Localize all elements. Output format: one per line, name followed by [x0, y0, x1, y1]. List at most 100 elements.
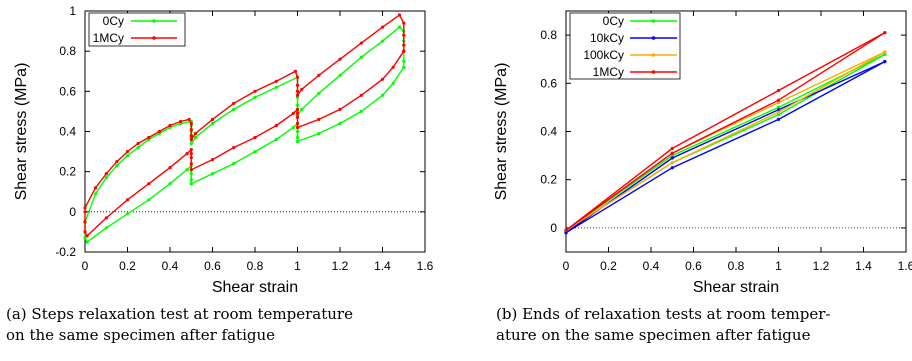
data-point [670, 166, 674, 170]
data-point [883, 60, 887, 64]
data-point [193, 135, 198, 140]
series-line-0Cy-loading [84, 26, 405, 223]
x-tick-label: 1.6 [898, 259, 912, 273]
data-point [402, 49, 406, 53]
x-tick-label: 0.8 [728, 259, 745, 273]
legend: 0Cy 10kCy 100kCy 1MCy [569, 12, 681, 80]
data-point [359, 109, 363, 113]
data-point [402, 33, 406, 37]
data-point [253, 150, 257, 154]
data-point [185, 152, 189, 156]
legend: 0Cy 1MCy [88, 12, 186, 47]
x-tick-label: 0.2 [119, 259, 136, 273]
data-point [295, 139, 300, 144]
x-tick-label: 1 [775, 259, 782, 273]
legend-label-1MCy: 1MCy [593, 65, 624, 79]
data-point [253, 89, 257, 93]
caption-a-line1: (a) Steps relaxation test at room temper… [6, 305, 353, 323]
data-point [776, 105, 781, 109]
data-point [338, 121, 342, 126]
y-axis-label: Shear stress (MPa) [13, 63, 30, 201]
data-point [125, 212, 130, 216]
x-tick-label: 1.6 [417, 259, 434, 273]
data-point [564, 231, 568, 235]
data-point [397, 13, 402, 17]
y-tick-label: 0.2 [59, 165, 76, 179]
data-point [293, 69, 297, 73]
data-point [187, 117, 191, 121]
data-point [776, 117, 781, 121]
y-axis-label: Shear stress (MPa) [493, 63, 510, 201]
data-point [185, 168, 189, 172]
x-axis-label: Shear strain [212, 279, 298, 296]
data-point [210, 117, 215, 121]
y-tick-label: 0.4 [59, 125, 76, 139]
data-point [189, 182, 193, 186]
series-1MCy [83, 13, 406, 238]
data-point [83, 236, 87, 240]
data-point [85, 240, 89, 244]
data-point [776, 113, 781, 117]
x-tick-label: 0.4 [643, 259, 660, 273]
legend-label-0Cy: 0Cy [103, 14, 124, 28]
data-point [168, 123, 172, 128]
data-point [189, 162, 193, 166]
data-point [317, 131, 321, 136]
series-line-10kCy-upper [565, 60, 886, 234]
data-point [179, 119, 183, 124]
caption-b-line2: ature on the same specimen after fatigue [496, 326, 811, 344]
data-point [380, 77, 385, 81]
data-point [104, 172, 108, 176]
data-point [295, 129, 300, 134]
data-point [253, 95, 257, 99]
y-tick-label: 0.4 [540, 125, 557, 139]
chart-panel-b: 0 0.2 0.4 0.6 0.8 1 1.2 1.4 1.6 0 0.2 0.4 0.6 0.8 Shea… [493, 10, 912, 296]
data-point [189, 156, 193, 160]
data-point [125, 150, 130, 154]
data-point [295, 83, 300, 87]
legend-marker-0Cy [152, 19, 156, 23]
y-tick-label: 0.6 [59, 84, 76, 98]
data-point [295, 135, 300, 140]
data-point [317, 117, 321, 121]
data-point [115, 160, 119, 164]
data-point [295, 107, 300, 111]
series-line-1MCy-upper [565, 32, 886, 231]
y-tick-label: 0.2 [540, 173, 557, 187]
y-tick-label: 0.8 [540, 28, 557, 42]
x-tick-label: 0.6 [204, 259, 221, 273]
data-point [670, 154, 674, 158]
data-point [189, 172, 193, 176]
data-point [402, 59, 406, 63]
data-point [776, 88, 781, 93]
data-point [253, 135, 257, 140]
data-point [359, 93, 363, 97]
data-point [338, 107, 342, 111]
data-point [670, 161, 674, 165]
data-point [776, 108, 781, 112]
data-point [317, 73, 321, 77]
data-point [168, 182, 172, 186]
caption-a-line2: on the same specimen after fatigue [6, 326, 276, 344]
x-tick-label: 1.4 [374, 259, 391, 273]
data-point [168, 166, 172, 170]
data-point [295, 121, 300, 126]
data-point [94, 186, 98, 190]
data-point [883, 31, 887, 35]
data-point [359, 41, 363, 45]
data-point [210, 158, 215, 162]
data-point [391, 65, 395, 69]
data-point [189, 137, 193, 142]
legend-label-10kCy: 10kCy [590, 31, 624, 45]
legend-box [88, 12, 186, 47]
data-point [359, 55, 363, 59]
data-point [189, 133, 193, 138]
data-point [291, 111, 295, 115]
data-point [274, 137, 278, 142]
data-point [391, 81, 395, 85]
data-point [83, 220, 87, 224]
data-point [147, 135, 151, 140]
series-line-0Cy-unloading [84, 66, 405, 244]
legend-marker-1MCy [651, 70, 656, 74]
data-point [295, 93, 300, 97]
